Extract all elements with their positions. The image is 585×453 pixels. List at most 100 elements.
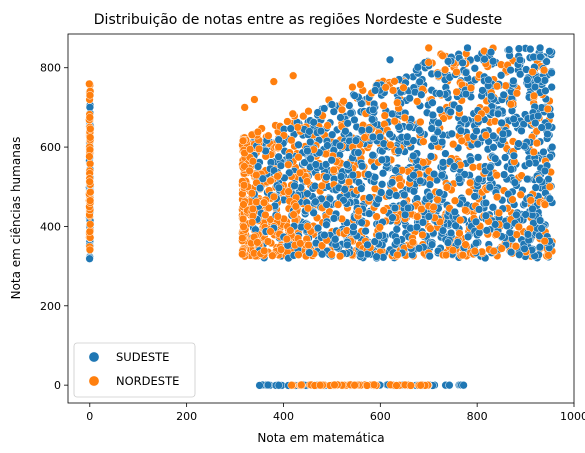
point-nordeste xyxy=(339,97,348,106)
point-nordeste xyxy=(511,242,521,251)
point-sudeste xyxy=(377,180,387,189)
point-sudeste xyxy=(504,45,514,54)
point-sudeste xyxy=(493,109,503,118)
point-sudeste xyxy=(531,118,540,128)
point-sudeste xyxy=(253,162,263,171)
x-axis-label: Nota em matemática xyxy=(257,431,384,445)
point-sudeste xyxy=(322,200,331,209)
point-sudeste xyxy=(379,139,388,148)
point-nordeste xyxy=(304,107,313,116)
point-sudeste xyxy=(274,135,283,144)
point-nordeste xyxy=(238,250,247,259)
point-nordeste xyxy=(492,192,502,202)
point-sudeste xyxy=(536,52,545,61)
point-nordeste xyxy=(248,157,258,166)
point-nordeste xyxy=(489,246,498,256)
point-sudeste xyxy=(327,100,337,109)
point-sudeste xyxy=(486,48,496,57)
point-sudeste xyxy=(506,65,515,75)
point-sudeste xyxy=(435,105,445,114)
point-nordeste xyxy=(379,206,388,215)
point-nordeste xyxy=(539,66,549,75)
point-sudeste xyxy=(415,77,424,86)
point-sudeste xyxy=(350,91,359,100)
point-nordeste xyxy=(452,67,461,77)
point-nordeste xyxy=(369,380,379,389)
point-sudeste xyxy=(403,203,413,213)
point-nordeste xyxy=(424,58,433,67)
point-nordeste xyxy=(248,218,257,227)
point-nordeste xyxy=(461,240,470,249)
point-sudeste xyxy=(485,183,494,192)
y-tick-label: 200 xyxy=(40,300,61,313)
point-sudeste xyxy=(377,188,386,197)
point-sudeste xyxy=(403,132,412,141)
point-sudeste xyxy=(412,222,422,232)
plot-frame xyxy=(67,33,575,404)
legend-frame xyxy=(73,342,196,398)
point-sudeste xyxy=(322,172,331,182)
point-nordeste xyxy=(245,145,255,154)
point-sudeste xyxy=(433,70,442,79)
point-sudeste xyxy=(470,192,479,201)
point-sudeste xyxy=(545,194,554,203)
point-nordeste xyxy=(450,196,460,205)
point-sudeste xyxy=(450,162,459,171)
point-nordeste xyxy=(85,227,94,236)
point-nordeste xyxy=(302,177,312,186)
point-nordeste xyxy=(335,251,345,261)
point-nordeste xyxy=(544,251,553,260)
point-nordeste xyxy=(85,159,95,168)
point-sudeste xyxy=(438,226,448,235)
point-sudeste xyxy=(455,174,464,184)
point-sudeste xyxy=(488,203,498,212)
point-nordeste xyxy=(85,196,95,205)
point-nordeste xyxy=(545,182,554,191)
point-sudeste xyxy=(471,217,481,226)
point-sudeste xyxy=(446,107,455,117)
point-nordeste xyxy=(260,246,269,255)
point-nordeste xyxy=(240,103,249,112)
point-sudeste xyxy=(480,55,489,64)
point-nordeste xyxy=(441,250,451,260)
point-nordeste xyxy=(317,181,327,190)
point-nordeste xyxy=(253,127,263,137)
point-sudeste xyxy=(368,132,378,142)
point-nordeste xyxy=(239,222,248,231)
point-nordeste xyxy=(418,230,427,240)
point-nordeste xyxy=(392,381,401,390)
point-sudeste xyxy=(446,228,456,238)
point-nordeste xyxy=(289,210,298,219)
point-sudeste xyxy=(540,166,550,176)
point-nordeste xyxy=(508,195,517,204)
point-sudeste xyxy=(460,170,469,179)
point-nordeste xyxy=(540,236,549,246)
point-sudeste xyxy=(486,163,495,172)
point-sudeste xyxy=(505,228,514,237)
point-sudeste xyxy=(489,143,498,152)
point-nordeste xyxy=(266,176,275,185)
point-sudeste xyxy=(361,226,370,236)
point-nordeste xyxy=(239,200,248,209)
point-nordeste xyxy=(466,83,476,93)
point-sudeste xyxy=(426,152,436,161)
point-sudeste xyxy=(294,140,303,149)
point-sudeste xyxy=(309,118,318,127)
point-sudeste xyxy=(329,107,338,116)
point-nordeste xyxy=(327,250,336,259)
point-nordeste xyxy=(283,117,292,126)
point-sudeste xyxy=(496,71,506,80)
data-points xyxy=(85,43,557,390)
point-sudeste xyxy=(428,98,437,107)
point-nordeste xyxy=(85,245,95,254)
point-sudeste xyxy=(435,188,444,197)
point-nordeste xyxy=(390,117,399,126)
point-sudeste xyxy=(535,216,545,225)
point-nordeste xyxy=(457,136,466,145)
point-sudeste xyxy=(515,250,524,259)
point-sudeste xyxy=(461,89,471,99)
point-nordeste xyxy=(273,212,282,221)
point-nordeste xyxy=(85,91,95,100)
point-sudeste xyxy=(354,148,363,157)
